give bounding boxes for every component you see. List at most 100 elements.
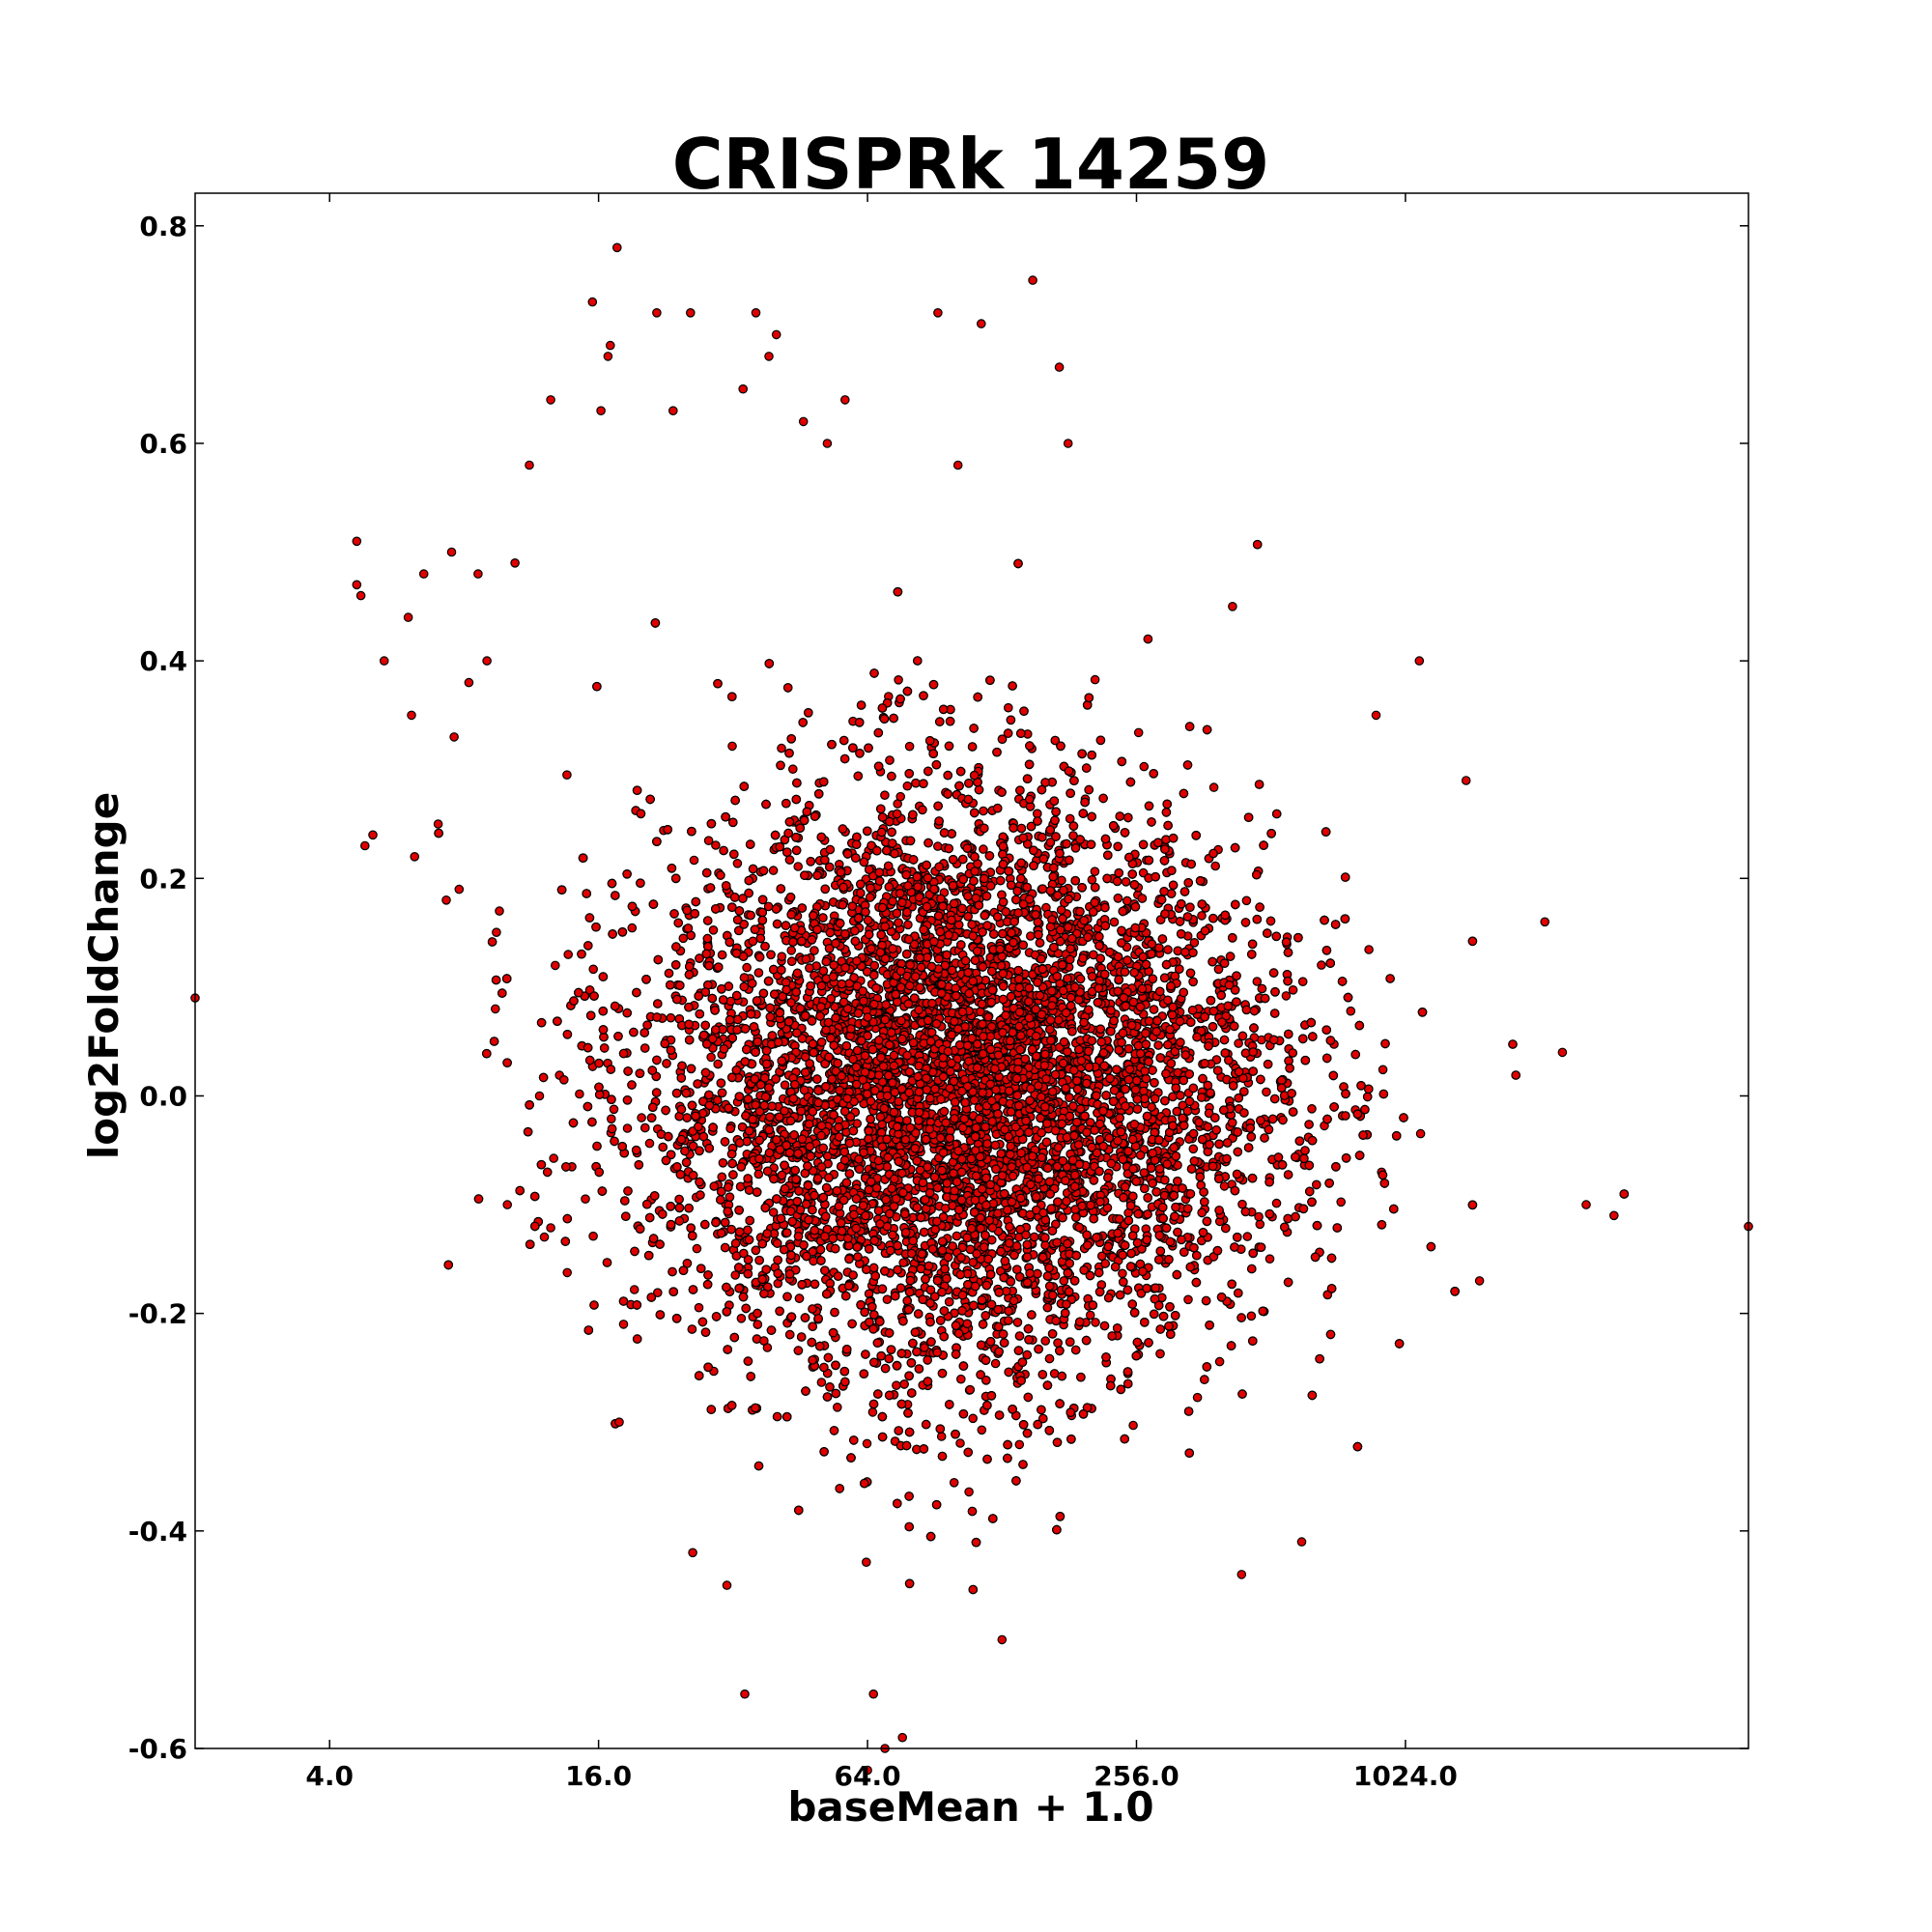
cloud-point bbox=[780, 1080, 790, 1090]
cloud-point bbox=[1189, 937, 1200, 948]
cloud-point bbox=[1014, 1439, 1025, 1450]
cloud-point bbox=[581, 1194, 590, 1204]
cloud-point bbox=[880, 790, 890, 800]
cloud-point bbox=[708, 924, 719, 935]
cloud-point bbox=[903, 920, 913, 930]
cloud-point bbox=[1087, 874, 1097, 885]
cloud-point bbox=[637, 1113, 646, 1122]
cloud-point bbox=[1096, 1251, 1107, 1262]
cloud-point bbox=[882, 1294, 893, 1304]
cloud-point bbox=[627, 923, 638, 933]
points-layer bbox=[190, 242, 1753, 1776]
cloud-point bbox=[588, 1231, 598, 1241]
cloud-point bbox=[1208, 782, 1219, 792]
cloud-point bbox=[1281, 991, 1292, 1001]
cloud-point bbox=[1288, 985, 1298, 995]
cloud-point bbox=[832, 1403, 842, 1412]
cloud-point bbox=[1346, 1006, 1356, 1016]
cloud-point bbox=[898, 1258, 908, 1267]
cloud-point bbox=[1118, 1268, 1127, 1279]
cloud-point bbox=[1241, 895, 1252, 906]
cloud-point bbox=[1336, 1197, 1346, 1208]
cloud-point bbox=[539, 1232, 550, 1242]
cloud-point bbox=[1246, 1311, 1257, 1321]
cloud-point bbox=[1210, 861, 1220, 871]
cloud-point bbox=[703, 836, 714, 845]
cloud-point bbox=[1091, 1318, 1100, 1327]
cloud-point bbox=[546, 1223, 555, 1233]
cloud-point bbox=[736, 1314, 747, 1323]
cloud-point bbox=[549, 1153, 558, 1163]
cloud-point bbox=[1128, 1420, 1138, 1431]
cloud-point bbox=[902, 781, 913, 791]
cloud-point bbox=[644, 1138, 655, 1149]
cloud-point bbox=[718, 1158, 728, 1168]
cloud-point bbox=[1237, 1199, 1247, 1209]
cloud-point bbox=[1255, 1219, 1265, 1230]
cloud-point bbox=[1364, 945, 1374, 954]
chart-title: CRISPRk 14259 bbox=[672, 124, 1270, 205]
cloud-point bbox=[892, 1380, 901, 1390]
cloud-point bbox=[609, 1104, 619, 1115]
cloud-point bbox=[622, 1123, 633, 1133]
cloud-point bbox=[562, 1267, 572, 1278]
cloud-point bbox=[1090, 674, 1100, 685]
cloud-point bbox=[768, 1208, 779, 1217]
cloud-point bbox=[652, 1288, 663, 1297]
cloud-point bbox=[1219, 1181, 1230, 1191]
cloud-point bbox=[1378, 1065, 1388, 1075]
cloud-point bbox=[786, 946, 796, 955]
cloud-point bbox=[1090, 867, 1100, 876]
cloud-point bbox=[936, 1432, 947, 1441]
cloud-point bbox=[862, 1438, 872, 1449]
cloud-point bbox=[492, 927, 501, 937]
cloud-point bbox=[1242, 1232, 1253, 1241]
cloud-point bbox=[787, 764, 798, 774]
cloud-point bbox=[990, 1358, 1001, 1369]
cloud-point bbox=[562, 770, 572, 780]
cloud-point bbox=[1121, 876, 1131, 887]
cloud-point bbox=[1197, 911, 1207, 921]
cloud-point bbox=[904, 741, 915, 752]
cloud-point bbox=[1163, 945, 1173, 954]
cloud-point bbox=[979, 844, 988, 854]
cloud-point bbox=[1307, 1104, 1317, 1114]
cloud-point bbox=[629, 1285, 639, 1294]
cloud-point bbox=[1262, 1087, 1271, 1097]
cloud-point bbox=[777, 952, 787, 961]
cloud-point bbox=[1297, 977, 1308, 986]
cloud-point bbox=[816, 1378, 827, 1387]
cloud-point bbox=[753, 1169, 764, 1179]
cloud-point bbox=[793, 862, 803, 871]
cloud-point bbox=[746, 1009, 756, 1019]
cloud-point bbox=[742, 962, 752, 973]
cloud-point bbox=[1234, 1038, 1243, 1048]
cloud-point bbox=[563, 950, 573, 959]
cloud-point bbox=[968, 1413, 978, 1424]
cloud-point bbox=[1264, 1254, 1275, 1264]
cloud-point bbox=[606, 1114, 616, 1124]
cloud-point bbox=[588, 964, 598, 975]
cloud-point bbox=[895, 791, 905, 802]
cloud-point bbox=[977, 1425, 987, 1435]
cloud-point bbox=[1252, 977, 1263, 986]
cloud-point bbox=[955, 1438, 965, 1448]
cloud-point bbox=[1192, 1392, 1203, 1403]
cloud-point bbox=[575, 1089, 584, 1099]
cloud-point bbox=[1271, 1198, 1282, 1208]
cloud-point bbox=[932, 841, 943, 851]
cloud-point bbox=[867, 1407, 878, 1417]
cloud-point bbox=[1415, 1128, 1426, 1139]
cloud-point bbox=[1133, 727, 1144, 738]
cloud-point bbox=[711, 840, 721, 850]
cloud-point bbox=[1214, 1356, 1225, 1367]
cloud-point bbox=[1139, 761, 1150, 772]
cloud-point bbox=[732, 858, 743, 868]
cloud-point bbox=[1317, 960, 1326, 970]
cloud-point bbox=[558, 1075, 569, 1085]
cloud-point bbox=[1026, 931, 1036, 941]
cloud-point bbox=[1004, 702, 1013, 713]
cloud-point bbox=[1085, 1310, 1095, 1321]
cloud-point bbox=[964, 1487, 974, 1497]
